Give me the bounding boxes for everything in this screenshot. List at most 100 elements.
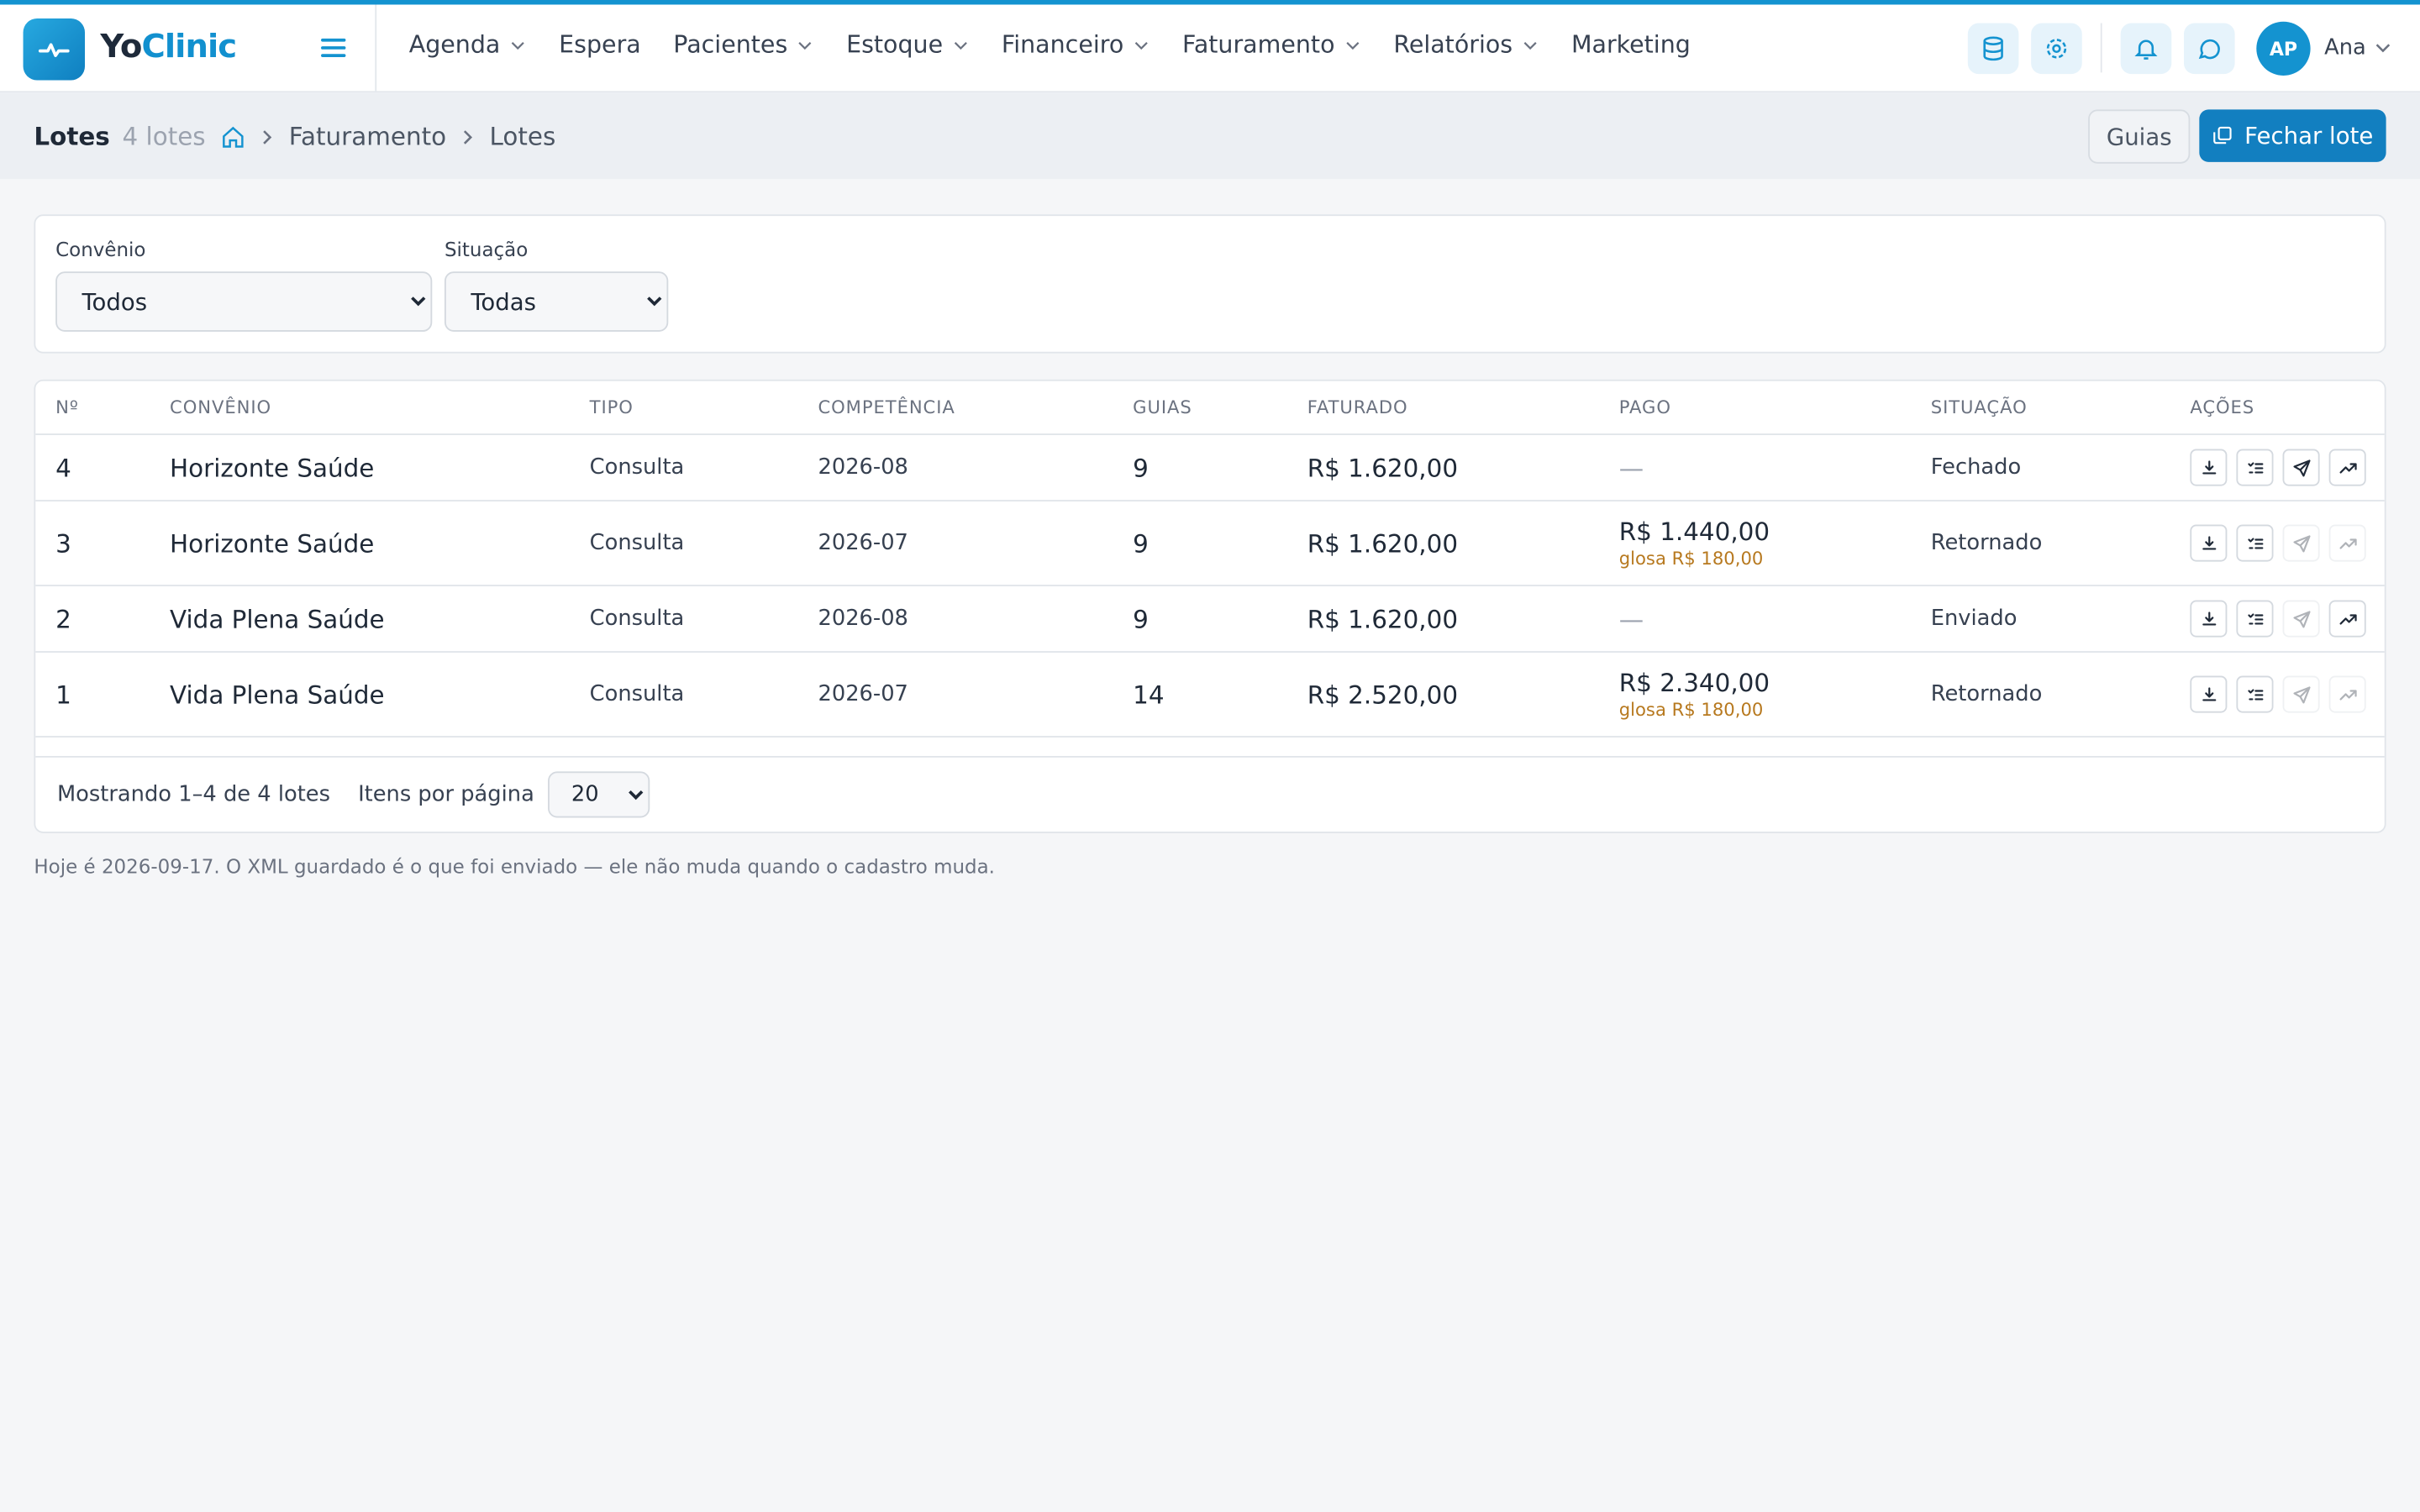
user-chevron[interactable] xyxy=(2374,39,2392,57)
nav-item[interactable]: Espera xyxy=(559,31,641,59)
lote-number: 3 xyxy=(55,528,71,558)
pagination: Mostrando 1–4 de 4 lotes Itens por págin… xyxy=(35,756,2385,832)
nav-item[interactable]: Financeiro xyxy=(1002,31,1150,59)
database-button[interactable] xyxy=(1967,23,2019,75)
icon xyxy=(2292,534,2310,552)
icon xyxy=(2292,685,2310,703)
user-name[interactable]: Ana xyxy=(2324,35,2366,60)
download-button[interactable] xyxy=(2190,524,2228,562)
chevron xyxy=(511,41,524,50)
icon-part xyxy=(954,41,967,50)
avatar[interactable]: AP xyxy=(2256,21,2311,76)
icon-part xyxy=(2134,39,2158,60)
icon xyxy=(2338,613,2356,624)
icon xyxy=(2247,612,2263,624)
nav-item[interactable]: Estoque xyxy=(846,31,969,59)
nav-item[interactable]: Agenda xyxy=(409,31,527,59)
per-page-select[interactable]: 20 xyxy=(548,771,650,818)
convenio-select[interactable]: Todos xyxy=(55,271,433,332)
pago-cell: — xyxy=(1619,604,1931,633)
icon xyxy=(2338,538,2356,549)
convenio: Vida Plena Saúde xyxy=(170,604,385,633)
chevron xyxy=(798,41,812,50)
nav-item[interactable]: Faturamento xyxy=(1182,31,1361,59)
situacao: Retornado xyxy=(1930,681,2043,707)
breadcrumb-item[interactable]: Faturamento xyxy=(288,122,447,152)
showing-text: Mostrando 1–4 de 4 lotes xyxy=(56,782,331,807)
convenio: Horizonte Saúde xyxy=(170,528,375,558)
column-header: TIPO xyxy=(589,396,634,418)
icon-part xyxy=(2292,610,2310,627)
trend-button[interactable] xyxy=(2328,600,2366,638)
separator xyxy=(263,129,272,144)
icon-part xyxy=(2247,537,2263,549)
table-row: 1 Vida Plena Saúde Consulta 2026-07 14 R$ 2.5… xyxy=(35,653,2385,738)
lote-number: 2 xyxy=(55,604,71,633)
messages-button[interactable] xyxy=(2183,23,2235,75)
column-header: COMPETÊNCIA xyxy=(818,396,955,418)
guias-button[interactable]: Guias xyxy=(2088,109,2191,164)
icon xyxy=(2202,611,2216,625)
guides-button[interactable] xyxy=(2236,600,2274,638)
divider xyxy=(2100,23,2102,73)
icon xyxy=(2202,459,2216,474)
menu-toggle[interactable] xyxy=(319,34,347,61)
pago: R$ 1.440,00 xyxy=(1618,517,1770,547)
breadcrumb-item: Lotes xyxy=(489,122,556,152)
icon-part xyxy=(464,129,473,144)
download-button[interactable] xyxy=(2190,449,2228,486)
guides-button[interactable] xyxy=(2236,524,2274,562)
download-button[interactable] xyxy=(2190,600,2228,638)
logo-part: Yo xyxy=(100,28,142,66)
nav-label: Faturamento xyxy=(1182,30,1335,59)
icon-part xyxy=(2292,534,2310,552)
top-bar: YoClinic Agenda Espera Pacientes Estoque Fin… xyxy=(0,4,2420,93)
filters-card: Convênio Todos Situação Todas xyxy=(34,214,2386,354)
page-header: Lotes 4 lotes Faturamento Lotes Guias Fe… xyxy=(0,92,2420,180)
convenio: Vida Plena Saúde xyxy=(170,680,385,709)
download-button[interactable] xyxy=(2190,675,2228,713)
nav-item[interactable]: Pacientes xyxy=(673,31,813,59)
icon xyxy=(2134,39,2158,60)
logo[interactable]: YoClinic xyxy=(100,28,237,66)
logo-icon[interactable] xyxy=(23,18,86,81)
icon-part xyxy=(2292,459,2310,476)
actions xyxy=(2190,449,2391,486)
icon xyxy=(2338,689,2356,700)
home-icon[interactable] xyxy=(221,124,245,149)
nav-item[interactable]: Relatórios xyxy=(1393,31,1539,59)
table-row: 3 Horizonte Saúde Consulta 2026-07 9 R$ 1.620… xyxy=(35,501,2385,586)
nav-label: Estoque xyxy=(846,30,944,59)
nav-label: Relatórios xyxy=(1393,30,1513,59)
icon-part xyxy=(1134,41,1148,50)
icon-part xyxy=(2202,686,2216,701)
send-button xyxy=(2282,675,2320,713)
fechar-lote-button[interactable]: Fechar lote xyxy=(2199,109,2386,162)
icon xyxy=(1983,36,2003,61)
nav-item[interactable]: Marketing xyxy=(1571,31,1691,59)
settings-button[interactable] xyxy=(2031,23,2082,75)
competencia: 2026-08 xyxy=(818,606,908,632)
table-row: 4 Horizonte Saúde Consulta 2026-08 9 R$ 1.620… xyxy=(35,435,2385,501)
send-button[interactable] xyxy=(2282,449,2320,486)
convenio: Horizonte Saúde xyxy=(170,453,375,482)
competencia: 2026-07 xyxy=(818,530,908,556)
competencia: 2026-07 xyxy=(818,681,908,707)
main-nav: Agenda Espera Pacientes Estoque Financeiro Fa… xyxy=(409,31,1691,59)
glosa: glosa R$ 180,00 xyxy=(1618,699,1764,721)
lote-number: 1 xyxy=(55,680,71,709)
button-label: Fechar lote xyxy=(2244,122,2374,150)
nav-label: Agenda xyxy=(408,30,501,59)
send-button xyxy=(2282,524,2320,562)
breadcrumb: Lotes 4 lotes Faturamento Lotes xyxy=(34,122,555,151)
chevron xyxy=(1523,41,1537,50)
table-row: 2 Vida Plena Saúde Consulta 2026-08 9 R$ 1.62… xyxy=(35,586,2385,653)
filter-label: Situação xyxy=(444,237,529,261)
situacao-select[interactable]: Todas xyxy=(444,271,669,332)
guides-button[interactable] xyxy=(2236,675,2274,713)
guides-button[interactable] xyxy=(2236,449,2274,486)
notifications-button[interactable] xyxy=(2120,23,2172,75)
trend-button[interactable] xyxy=(2328,449,2366,486)
